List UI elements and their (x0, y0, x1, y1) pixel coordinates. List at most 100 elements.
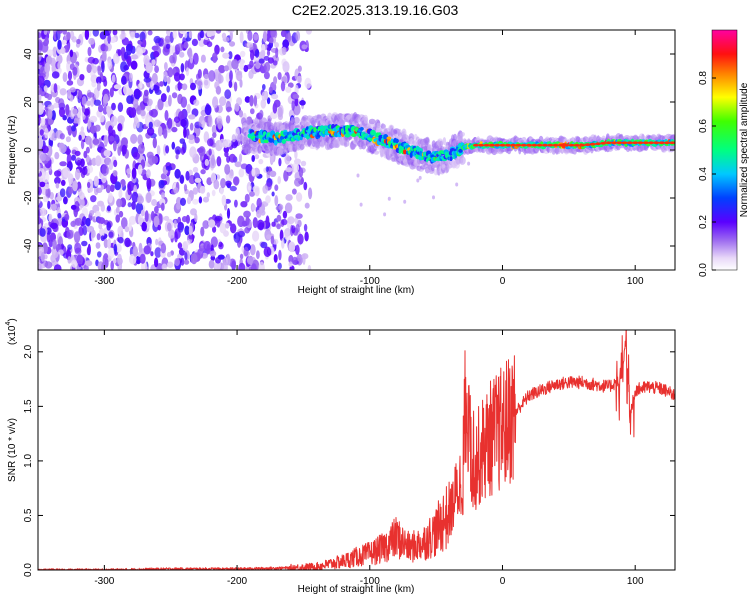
noise-blob (87, 92, 95, 98)
noise-blob (238, 59, 246, 65)
noise-blob (256, 197, 262, 209)
stray-blob (383, 212, 387, 217)
noise-blob (277, 176, 282, 185)
noise-blob (287, 31, 291, 43)
noise-blob (218, 65, 226, 74)
noise-blob (285, 86, 292, 93)
noise-blob (165, 165, 173, 171)
track-peak (637, 141, 644, 145)
noise-blob (260, 241, 268, 249)
noise-blob (93, 175, 99, 187)
track-peak (611, 141, 617, 145)
track-peak (616, 141, 623, 145)
noise-blob (146, 177, 152, 190)
noise-blob (268, 86, 273, 94)
noise-blob (127, 183, 132, 196)
track-core (263, 139, 269, 144)
noise-blob (174, 228, 181, 240)
noise-blob (137, 164, 143, 175)
noise-blob (224, 198, 231, 204)
noise-blob (77, 188, 83, 197)
noise-blob (57, 212, 62, 219)
noise-blob (278, 249, 282, 261)
noise-blob (153, 215, 160, 228)
track-peak (642, 141, 649, 145)
noise-blob (151, 72, 158, 85)
noise-blob (189, 122, 194, 131)
noise-blob (44, 155, 51, 162)
noise-blob (215, 85, 222, 95)
noise-blob (58, 249, 64, 256)
noise-blob (216, 156, 222, 167)
noise-blob (293, 103, 301, 116)
noise-blob (52, 46, 58, 58)
noise-blob (59, 88, 67, 96)
noise-blob (83, 150, 88, 159)
noise-blob (90, 98, 95, 107)
noise-blob (157, 98, 164, 111)
noise-blob (153, 119, 161, 128)
noise-blob (285, 194, 293, 201)
track-peak (531, 143, 538, 147)
track-core (299, 136, 303, 141)
track-peak (536, 143, 543, 147)
snr-multiplier-base: (x10 (7, 325, 18, 345)
noise-blob (137, 143, 145, 154)
noise-blob (141, 221, 147, 232)
noise-blob (225, 115, 231, 124)
noise-blob (62, 72, 68, 83)
noise-blob (111, 74, 116, 83)
noise-blob (45, 187, 51, 198)
colorbar: 0.0 0.2 0.4 0.6 0.8 Normalized spectral ampl… (698, 29, 750, 277)
noise-blob (221, 32, 227, 39)
noise-blob (139, 49, 143, 56)
noise-blob (287, 82, 294, 88)
noise-blob (288, 254, 294, 264)
noise-blob (292, 94, 300, 99)
noise-blob (80, 139, 85, 150)
noise-blob (80, 126, 85, 132)
noise-blob (103, 149, 111, 157)
noise-blob (265, 195, 271, 204)
track-core (281, 139, 286, 144)
noise-blob (299, 100, 306, 106)
spectrogram-noise-field (38, 30, 313, 270)
noise-blob (106, 105, 110, 114)
noise-blob (256, 250, 260, 260)
noise-blob (74, 217, 83, 226)
noise-blob (111, 102, 116, 111)
noise-blob (69, 87, 76, 93)
noise-blob (213, 179, 220, 190)
track-peak (664, 141, 670, 145)
noise-blob (101, 60, 105, 73)
noise-blob (51, 132, 58, 141)
noise-blob (81, 96, 87, 106)
noise-blob (187, 47, 193, 59)
noise-blob (206, 30, 213, 38)
noise-blob (106, 205, 111, 212)
track-core (394, 138, 399, 144)
noise-blob (227, 30, 235, 33)
noise-blob (166, 85, 170, 93)
noise-blob (278, 204, 284, 211)
noise-blob (304, 77, 312, 89)
noise-blob (228, 51, 233, 60)
x-tick-label: 100 (627, 276, 644, 287)
noise-blob (172, 52, 177, 64)
noise-blob (63, 196, 68, 205)
y-tick-label: 2.0 (23, 344, 34, 358)
noise-blob (183, 184, 188, 192)
noise-blob (224, 89, 232, 100)
noise-blob (240, 50, 246, 58)
noise-blob (277, 106, 283, 118)
y-tick-label: -20 (23, 190, 34, 205)
noise-blob (304, 231, 309, 242)
noise-blob (160, 173, 167, 180)
noise-blob (81, 240, 88, 247)
noise-blob (108, 192, 113, 203)
track-halo (245, 139, 250, 145)
noise-blob (208, 259, 215, 269)
noise-blob (137, 134, 143, 145)
noise-blob (297, 233, 304, 245)
